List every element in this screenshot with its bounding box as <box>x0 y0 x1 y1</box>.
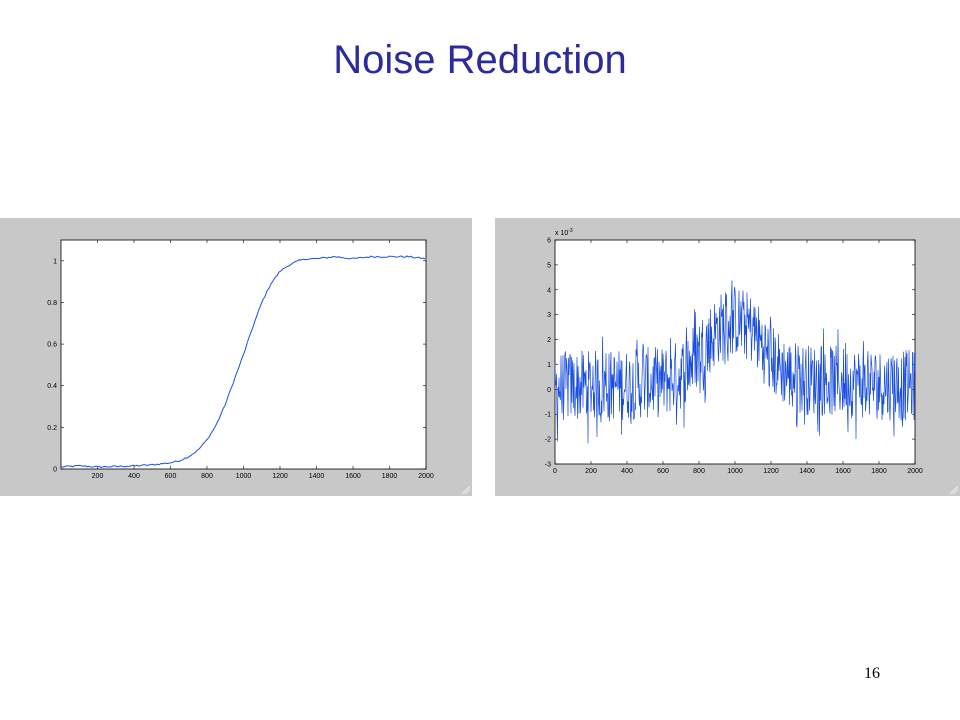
right-ticks: 0 200 400 600 800 1000 1200 1400 1600 1800 2000 -3 -… <box>545 238 923 476</box>
x-tick-label: 1600 <box>835 468 851 475</box>
scale-factor-base: x 10 <box>555 230 568 237</box>
x-tick-label: 2000 <box>907 468 923 475</box>
x-tick-label: 400 <box>621 468 633 475</box>
page-number: 16 <box>864 665 880 682</box>
y-tick-label: 0 <box>547 387 551 394</box>
x-tick-label: 800 <box>201 473 213 480</box>
x-tick-label: 1000 <box>236 473 252 480</box>
scale-factor-exponent: -3 <box>568 228 573 234</box>
y-tick-label: 2 <box>547 337 551 344</box>
chart-right-svg: x 10-3 0 200 400 600 800 1000 1200 1400 1600 1800… <box>545 228 959 495</box>
y-tick-label: 0.2 <box>47 425 57 432</box>
resize-grip-right[interactable] <box>949 485 959 495</box>
x-tick-label: 1200 <box>763 468 779 475</box>
x-tick-label: 1800 <box>382 473 398 480</box>
x-tick-label: 1400 <box>799 468 815 475</box>
figure-right-noise: x 10-3 0 200 400 600 800 1000 1200 1400 1600 1800… <box>495 218 960 496</box>
x-tick-label: 1800 <box>871 468 887 475</box>
x-tick-label: 400 <box>128 473 140 480</box>
left-line-group <box>60 255 426 469</box>
y-tick-label: 0.8 <box>47 300 57 307</box>
y-tick-label: 1 <box>547 362 551 369</box>
scale-factor-label: x 10-3 <box>555 228 573 237</box>
x-tick-label: 200 <box>585 468 597 475</box>
y-tick-label: -1 <box>545 412 551 419</box>
y-tick-label: 5 <box>547 262 551 269</box>
y-tick-label: 0.4 <box>47 383 57 390</box>
x-tick-label: 200 <box>92 473 104 480</box>
y-tick-label: 0.6 <box>47 342 57 349</box>
figure-left-sigmoid: 200 400 600 800 1000 1200 1400 1600 1800 2000 0 0.2… <box>0 218 472 496</box>
left-ticks: 200 400 600 800 1000 1200 1400 1600 1800 2000 0 0.2… <box>47 258 434 480</box>
plot-area-right <box>554 239 916 465</box>
x-tick-label: 800 <box>693 468 705 475</box>
left-marks <box>61 240 427 470</box>
y-tick-label: 3 <box>547 312 551 319</box>
x-tick-label: 1000 <box>727 468 743 475</box>
x-tick-label: 2000 <box>418 473 434 480</box>
x-tick-label: 0 <box>553 468 557 475</box>
x-tick-label: 1600 <box>345 473 361 480</box>
x-tick-label: 600 <box>657 468 669 475</box>
y-tick-label: 0 <box>53 467 57 474</box>
y-tick-label: 1 <box>53 258 57 265</box>
chart-left-svg: 200 400 600 800 1000 1200 1400 1600 1800 2000 0 0.2… <box>47 239 471 495</box>
x-tick-label: 600 <box>165 473 177 480</box>
y-tick-label: 6 <box>547 238 551 245</box>
y-tick-label: -3 <box>545 462 551 469</box>
y-tick-label: 4 <box>547 287 551 294</box>
resize-grip-left[interactable] <box>461 485 471 495</box>
right-line-group <box>554 280 916 444</box>
slide-title: Noise Reduction <box>333 38 627 82</box>
x-tick-label: 1400 <box>309 473 325 480</box>
series-line <box>60 255 426 469</box>
x-tick-label: 1200 <box>272 473 288 480</box>
y-tick-label: -2 <box>545 437 551 444</box>
series-line <box>554 280 916 444</box>
